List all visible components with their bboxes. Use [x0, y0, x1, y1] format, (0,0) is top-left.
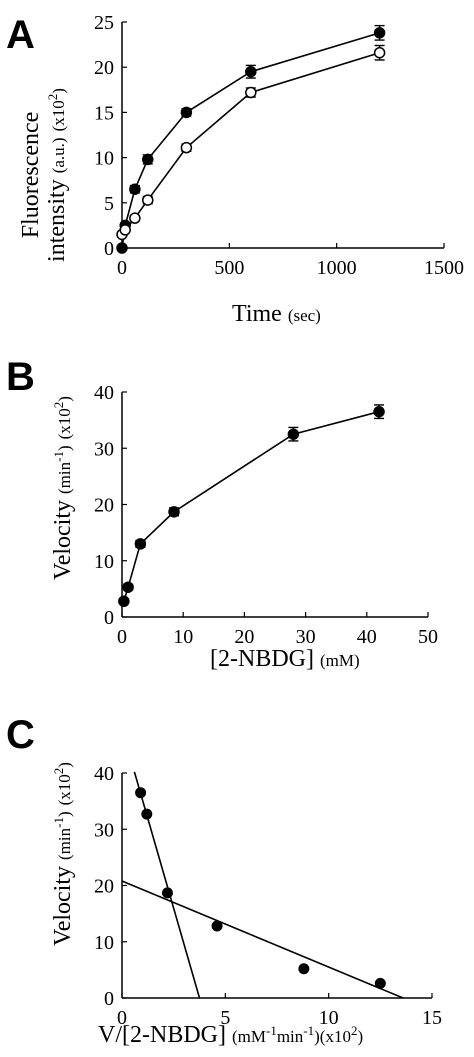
- panel-a-axes: [121, 21, 445, 249]
- panel-label-c: C: [6, 713, 35, 757]
- panel-b-data-point: [168, 506, 180, 518]
- panel-b-axes: [121, 391, 429, 618]
- panel-a-data-point: [180, 141, 193, 154]
- panel-c-axes: [121, 772, 433, 999]
- panel-a-data-point: [142, 194, 154, 206]
- panel-a-data-point: [245, 65, 257, 78]
- panel-a-data-marks: [116, 24, 386, 254]
- panel-b-data-marks: [118, 404, 385, 607]
- panel-b-data-point: [122, 581, 134, 593]
- panel-a-y-tick-label: 5: [104, 193, 114, 215]
- panel-b-x-tick-label: 50: [418, 626, 438, 648]
- panel-b-x-tick-label: 40: [357, 626, 377, 648]
- panel-a-x-tick-label: 0: [117, 257, 127, 279]
- panel-c-fit-line-0: [133, 771, 201, 999]
- panel-a: A 0 500 1000 1500 0 5 10 15 20 25 Time (sec) Flu…: [6, 12, 464, 327]
- panel-a-data-point: [129, 183, 141, 195]
- panel-c-data-point: [135, 787, 147, 799]
- panel-c-y-tick-label: 40: [94, 763, 114, 785]
- panel-a-y-tick-label: 10: [94, 148, 114, 170]
- panel-c-x-tick-label: 0: [117, 1007, 127, 1029]
- panel-b-x-tick-label: 0: [117, 626, 127, 648]
- panel-b-data-point: [373, 405, 385, 418]
- panel-a-x-tick-labels: 0 500 1000 1500: [117, 257, 464, 279]
- panel-b-x-axis-label: [2-NBDG] (mM): [210, 646, 360, 672]
- panel-a-data-point: [373, 46, 386, 59]
- panel-b-y-tick-labels: 0 10 20 30 40: [94, 382, 114, 629]
- panel-c-x-tick-label: 5: [220, 1007, 230, 1029]
- panel-c-data-point: [374, 977, 386, 989]
- panel-c-x-tick-label: 15: [422, 1007, 442, 1029]
- panel-c-y-tick-label: 20: [94, 876, 114, 898]
- panel-b-x-tick-labels: 0 10 20 30 40 50: [117, 626, 438, 648]
- panel-c: C 0 5 10 15 0 10 20 30 40 V/[2-NBDG] (mM-1min-1…: [6, 713, 442, 1048]
- panel-c-data-marks: [121, 771, 404, 999]
- panel-a-data-point: [119, 224, 131, 236]
- panel-b-x-tick-label: 10: [173, 626, 193, 648]
- panel-a-x-axis-label: Time (sec): [232, 301, 321, 327]
- panel-label-b: B: [6, 355, 35, 399]
- panel-a-y-axis-label-line1: Fluorescence: [18, 112, 44, 239]
- panel-c-y-tick-labels: 0 10 20 30 40: [94, 763, 114, 1010]
- panel-a-y-tick-labels: 0 5 10 15 20 25: [94, 12, 114, 260]
- panel-a-y-tick-label: 15: [94, 102, 114, 124]
- panel-label-a: A: [6, 13, 35, 57]
- panel-a-data-point: [129, 212, 141, 224]
- panel-b-y-axis-label: Velocity (min-1) (x102): [50, 396, 76, 580]
- panel-a-y-tick-label: 0: [104, 238, 114, 260]
- panel-c-data-point: [161, 887, 173, 899]
- panel-a-y-tick-label: 20: [94, 57, 114, 79]
- panel-b-y-tick-label: 40: [94, 382, 114, 404]
- panel-b-data-point: [134, 538, 147, 550]
- panel-c-y-tick-label: 10: [94, 932, 114, 954]
- panel-b-x-tick-label: 20: [234, 626, 254, 648]
- panel-a-data-point: [373, 27, 386, 39]
- panel-b: B 0 10 20 30 40 50 0 10 20 30 40 [2-NBDG] (mM) Ve…: [6, 355, 438, 672]
- panel-c-x-tick-labels: 0 5 10 15: [117, 1007, 442, 1029]
- panel-b-x-tick-label: 30: [296, 626, 316, 648]
- panel-a-x-tick-label: 1500: [424, 257, 464, 279]
- panel-c-y-tick-label: 0: [104, 988, 114, 1010]
- panel-c-fit-line-1: [121, 880, 404, 999]
- panel-c-data-point: [141, 808, 153, 820]
- panel-b-series-0-line: [123, 410, 380, 602]
- panel-b-y-tick-label: 10: [94, 551, 114, 573]
- panel-a-y-axis-label-line2: intensity (a.u.) (x102): [44, 88, 70, 262]
- panel-b-y-tick-label: 30: [94, 438, 114, 460]
- panel-b-y-tick-label: 20: [94, 495, 114, 517]
- panel-c-data-point: [211, 920, 223, 932]
- panel-a-x-tick-label: 1000: [317, 257, 357, 279]
- panel-a-data-point: [245, 86, 257, 99]
- panel-c-x-tick-label: 10: [319, 1007, 339, 1029]
- panel-c-y-axis-label: Velocity (min-1) (x102): [50, 762, 76, 946]
- panel-a-y-tick-label: 25: [94, 12, 114, 34]
- panel-a-data-point: [116, 242, 128, 254]
- panel-c-data-point: [298, 963, 310, 975]
- panel-c-x-axis-label: V/[2-NBDG] (mM-1min-1)(x102): [98, 1022, 363, 1048]
- panel-c-y-tick-label: 30: [94, 819, 114, 841]
- panel-a-x-tick-label: 500: [214, 257, 244, 279]
- panel-b-y-tick-label: 0: [104, 607, 114, 629]
- panel-a-data-point: [142, 153, 154, 166]
- panel-b-data-point: [287, 428, 300, 440]
- panel-a-data-point: [180, 106, 193, 119]
- panel-b-data-point: [118, 595, 130, 607]
